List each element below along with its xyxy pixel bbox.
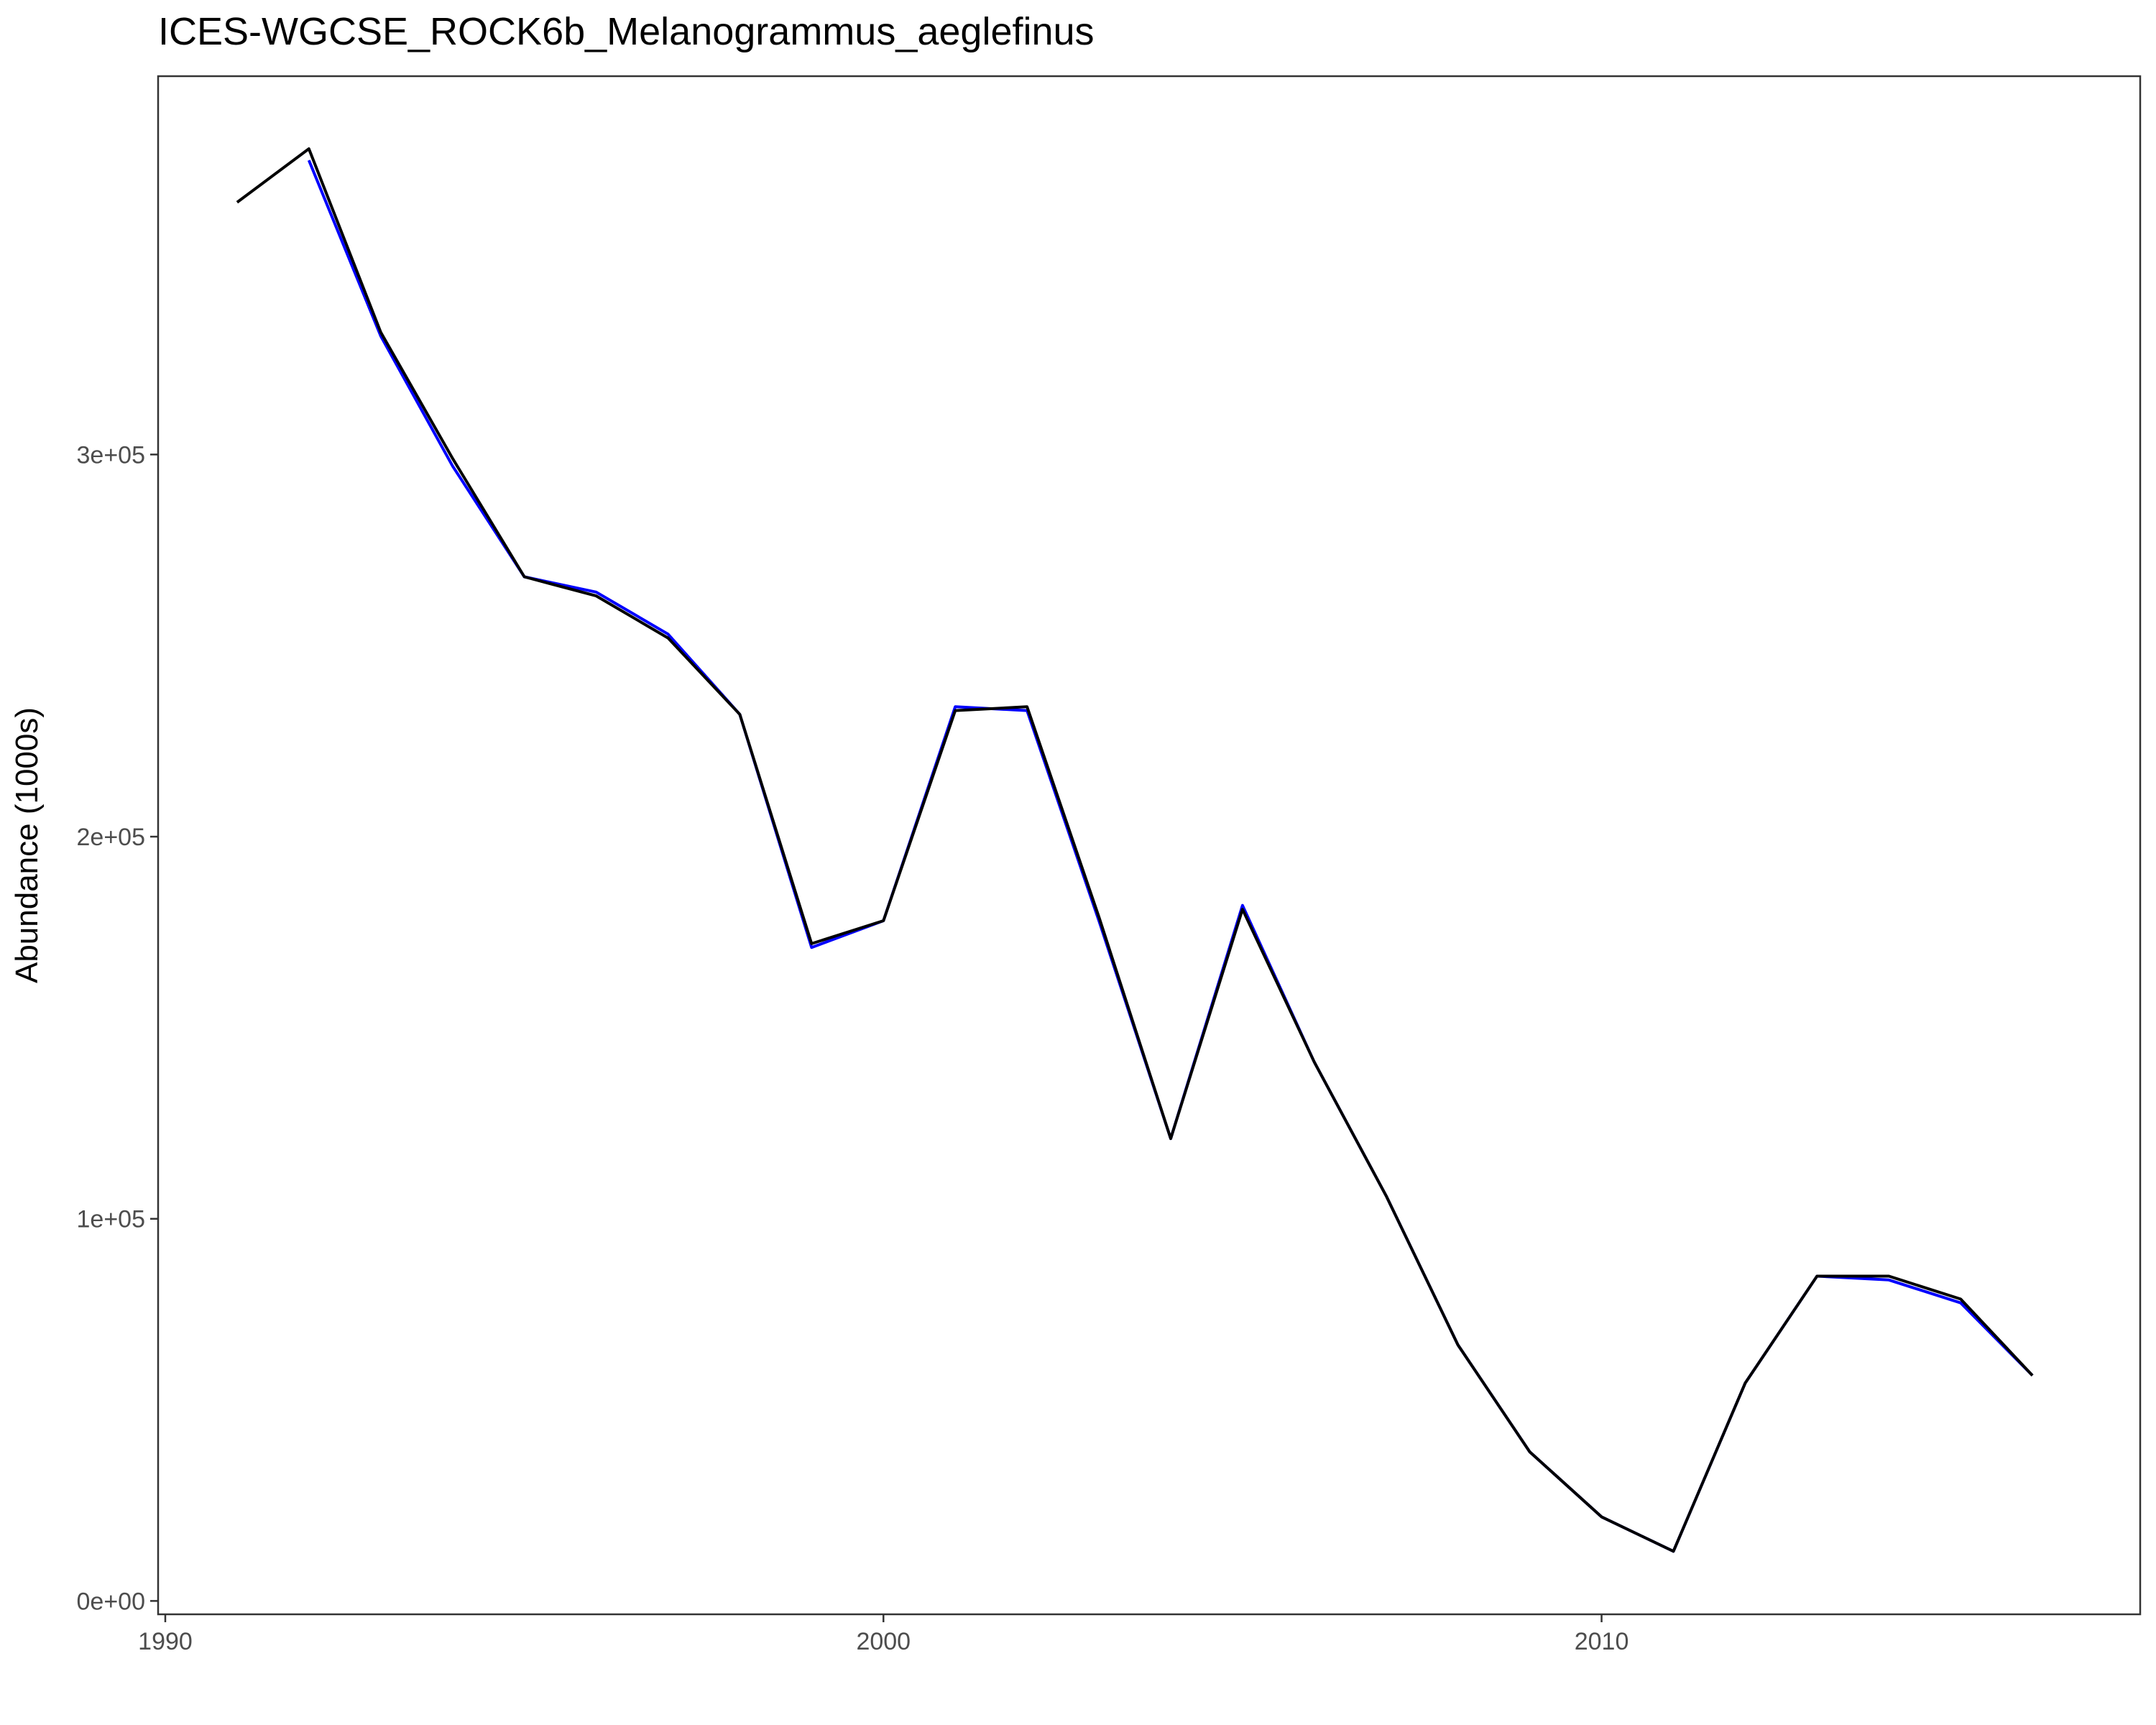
chart-title: ICES-WGCSE_ROCK6b_Melanogrammus_aeglefin… (158, 10, 1095, 53)
y-tick-label: 0e+00 (77, 1588, 146, 1615)
x-tick-label: 2010 (1575, 1628, 1629, 1655)
plot-panel (157, 75, 2142, 1616)
y-tick-label: 2e+05 (77, 824, 146, 851)
x-axis: 1990 2000 2010 (138, 1614, 1628, 1655)
x-tick-label: 1990 (138, 1628, 193, 1655)
y-tick-label: 1e+05 (77, 1206, 146, 1233)
y-tick-label: 3e+05 (77, 441, 146, 469)
y-axis-title: Abundance (1000s) (9, 707, 45, 983)
x-tick-label: 2000 (856, 1628, 911, 1655)
series-layer (236, 147, 2034, 1553)
y-axis: 0e+00 1e+05 2e+05 3e+05 (77, 441, 158, 1615)
series-line-2 (236, 147, 2034, 1553)
